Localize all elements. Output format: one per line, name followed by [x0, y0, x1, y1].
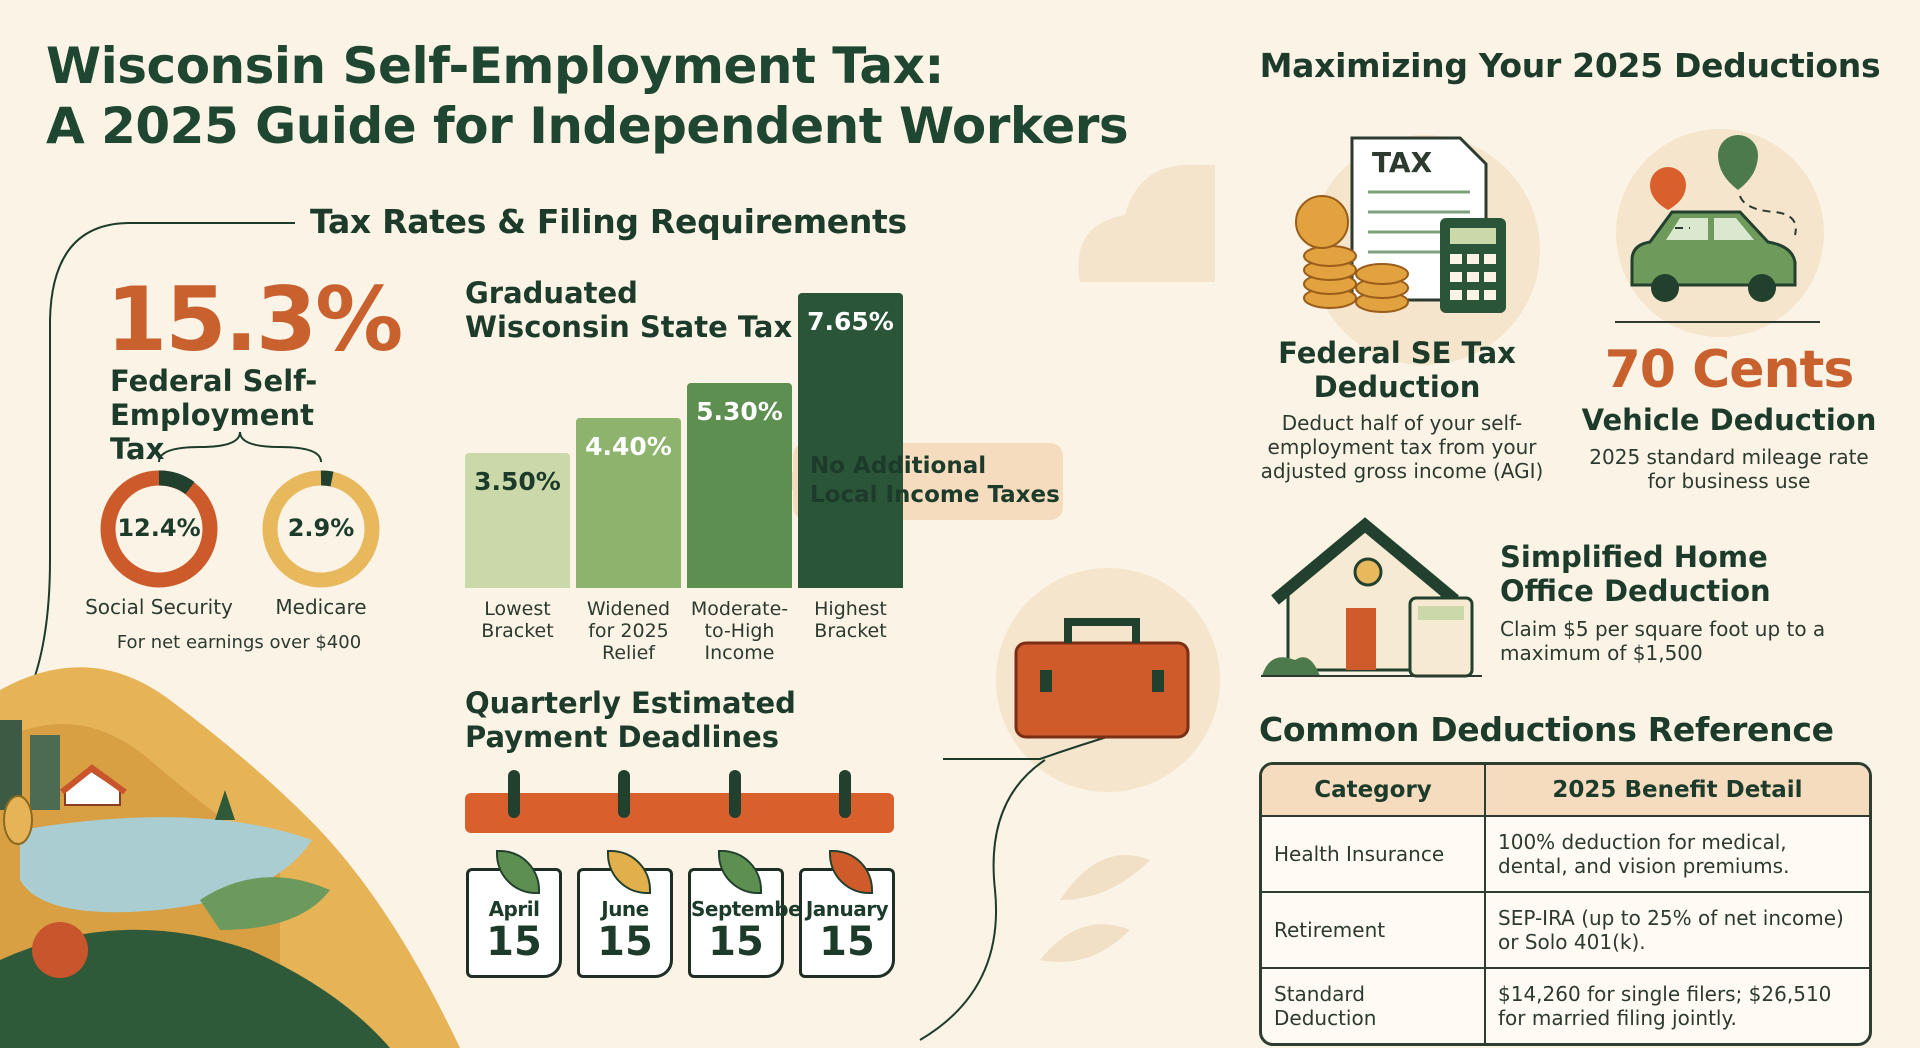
value-label: 7.65%	[807, 306, 894, 336]
bar	[576, 418, 681, 588]
card-description: 2025 standard mileage rate for business …	[1589, 445, 1869, 493]
table-row: Standard Deduction $14,260 for single fil…	[1262, 967, 1869, 1043]
category: Retirement	[1262, 891, 1485, 968]
day: 15	[708, 919, 764, 965]
bush	[1262, 657, 1320, 676]
document-lines	[1368, 190, 1470, 254]
clasp	[1040, 670, 1052, 692]
clasp	[1152, 670, 1164, 692]
table-row: Health Insurance 100% deduction for medic…	[1262, 815, 1869, 892]
day: 15	[819, 919, 875, 965]
cloud	[1078, 164, 1215, 282]
callout-text: No Additional Local Income Taxes	[810, 453, 1060, 508]
x-tick-label: Widened for 2025 Relief	[586, 598, 671, 664]
wheel	[1651, 274, 1679, 302]
category: Standard Deduction	[1262, 967, 1485, 1043]
benefit-detail: SEP-IRA (up to 25% of net income) or Sol…	[1484, 891, 1869, 968]
federal-label: Federal Self-Employment Tax	[110, 364, 318, 466]
month: January	[805, 897, 889, 921]
brace	[158, 431, 322, 463]
x-tick-label: Moderate-to-High Income	[690, 598, 789, 664]
month: April	[488, 897, 540, 921]
component-label: Medicare	[275, 595, 367, 619]
briefcase-handle	[1064, 618, 1140, 643]
donut-accent	[320, 470, 334, 487]
card-title: Federal SE Tax Deduction	[1278, 336, 1516, 404]
x-tick-label: Lowest Bracket	[481, 598, 554, 642]
value-label: 4.40%	[585, 432, 672, 462]
calendar-bar	[465, 793, 894, 833]
pin	[1650, 167, 1686, 210]
component-label: Social Security	[85, 595, 233, 619]
bush	[200, 877, 330, 930]
hill	[0, 929, 390, 1048]
card-title: Simplified Home Office Deduction	[1500, 540, 1771, 608]
icon-label: TAX	[1372, 146, 1433, 179]
calendar-card: September 15	[688, 868, 811, 978]
roof	[60, 764, 127, 795]
column-header: Category	[1262, 765, 1485, 817]
door	[1346, 608, 1376, 670]
bar	[798, 292, 903, 588]
note: For net earnings over $400	[116, 632, 362, 653]
column-header: 2025 Benefit Detail	[1484, 765, 1869, 817]
table-row: Retirement SEP-IRA (up to 25% of net inco…	[1262, 891, 1869, 968]
building	[30, 735, 60, 810]
value-label: 5.30%	[696, 397, 783, 427]
month: June	[601, 897, 649, 921]
category: Health Insurance	[1262, 815, 1485, 892]
donut-accent	[158, 470, 195, 495]
card-title: Vehicle Deduction	[1581, 403, 1877, 437]
x-tick-label: Highest Bracket	[814, 598, 887, 642]
car-window	[1666, 218, 1754, 240]
calendar-card: January 15	[799, 868, 895, 978]
section-heading: Quarterly Estimated Payment Deadlines	[465, 686, 796, 754]
benefit-detail: 100% deduction for medical, dental, and …	[1484, 815, 1869, 892]
table: Category 2025 Benefit Detail Health Insu…	[1262, 765, 1869, 1043]
chart-title: Graduated Wisconsin State Tax	[465, 276, 793, 344]
card-highlight: 70 Cents	[1604, 340, 1855, 400]
title: Wisconsin Self-Employment Tax: A 2025 Gui…	[46, 36, 1129, 156]
deductions-table: Category 2025 Benefit Detail Health Insu…	[1259, 762, 1872, 1046]
calculator-keys	[1450, 254, 1496, 300]
component-rate: 12.4%	[117, 514, 201, 542]
connector	[29, 222, 295, 691]
tree	[3, 795, 33, 845]
card-description: Claim $5 per square foot up to a maximum…	[1500, 617, 1826, 665]
wheel	[1748, 274, 1776, 302]
card-description: Deduct half of your self-employment tax …	[1260, 411, 1544, 483]
coins	[1295, 195, 1409, 313]
route	[1675, 195, 1797, 236]
benefit-detail: $14,260 for single filers; $26,510 for m…	[1484, 967, 1869, 1043]
pin	[1718, 135, 1758, 190]
calendar-rings	[508, 770, 851, 818]
title-line: Wisconsin Self-Employment Tax:	[46, 37, 944, 95]
table-title: Common Deductions Reference	[1259, 710, 1834, 749]
window	[1353, 557, 1383, 587]
house-roof	[1271, 517, 1459, 605]
leaf-bg	[1040, 855, 1150, 962]
bar	[687, 383, 792, 588]
title-line: A 2025 Guide for Independent Workers	[46, 97, 1129, 155]
section-heading: Maximizing Your 2025 Deductions	[1259, 46, 1881, 85]
bar	[465, 452, 570, 588]
building	[0, 720, 22, 810]
tree	[32, 922, 88, 978]
calculator-screen	[1450, 228, 1496, 244]
bar-chart: 3.50% Lowest Bracket 4.40% Widened for 2025…	[465, 0, 915, 700]
calculator-screen	[1418, 606, 1464, 620]
briefcase	[1014, 641, 1190, 739]
day: 15	[597, 919, 653, 965]
federal-rate: 15.3%	[106, 268, 403, 371]
value-label: 3.50%	[474, 466, 561, 496]
section-heading: Tax Rates & Filing Requirements	[310, 202, 907, 241]
month: September	[691, 897, 811, 921]
component-rate: 2.9%	[287, 514, 355, 542]
tree	[215, 790, 235, 820]
day: 15	[486, 919, 542, 965]
